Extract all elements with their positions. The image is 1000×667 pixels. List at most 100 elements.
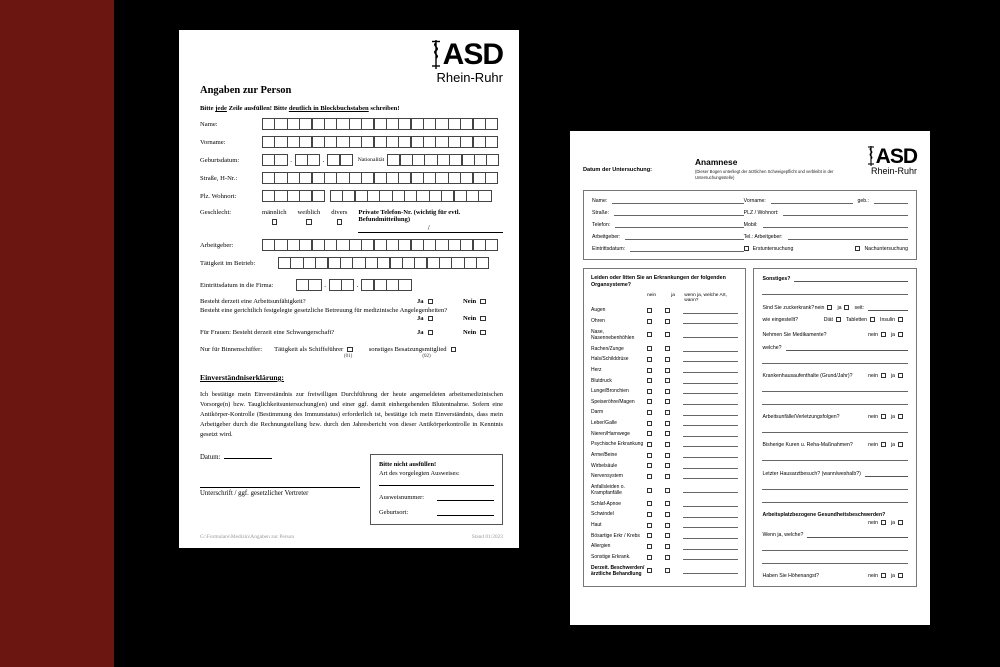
checkbox[interactable] [647, 388, 652, 394]
organ-system-row[interactable]: Bösartige Erkr / Krebs [591, 533, 739, 539]
date-input-line[interactable] [224, 457, 273, 459]
arbeitsplatz-input-line-3[interactable] [762, 557, 908, 564]
field-row-strasse[interactable]: Straße, H-Nr.: [200, 172, 503, 184]
checkbox-nein[interactable] [827, 305, 833, 311]
checkbox[interactable] [647, 378, 652, 384]
arbeitsplatz-input-line-2[interactable] [762, 544, 908, 551]
checkbox-nein[interactable] [480, 315, 486, 322]
field-row-plz-wohnort[interactable]: Plz. Wohnort: [200, 190, 503, 202]
checkbox[interactable] [743, 246, 749, 252]
checkbox[interactable] [647, 568, 652, 574]
checkbox[interactable] [665, 441, 670, 447]
checkbox-ja[interactable] [898, 332, 903, 338]
notice-row-geburtsort[interactable]: Geburtsort: [379, 508, 494, 516]
organ-checkbox-nein[interactable] [647, 501, 665, 507]
organ-checkbox-nein[interactable] [647, 487, 665, 493]
checkbox-ja[interactable] [898, 442, 903, 448]
checkbox-nein[interactable] [880, 414, 886, 420]
organ-detail-input[interactable] [683, 512, 739, 518]
strasse-input[interactable] [614, 209, 744, 216]
reha-input-line[interactable] [762, 454, 908, 461]
checkbox[interactable] [665, 463, 670, 469]
vorname-input[interactable] [770, 197, 854, 204]
organ-checkbox-nein[interactable] [647, 332, 665, 338]
checkbox-nein[interactable] [480, 298, 486, 305]
krankenhaus-input-line-1[interactable] [762, 385, 908, 392]
checkbox-ja[interactable] [427, 315, 434, 322]
gender-row[interactable]: Geschlecht: männlich weiblich divers Pri… [200, 209, 503, 233]
checkbox[interactable] [647, 420, 652, 426]
organ-detail-input[interactable] [683, 487, 739, 494]
field-row-vorname[interactable]: Vorname: [200, 136, 503, 148]
mobil-input[interactable] [762, 221, 908, 228]
organ-checkbox-ja[interactable] [665, 346, 683, 352]
question-arbeitsunfaelle[interactable]: Arbeitsunfälle/Verletzungsfolgen? nein j… [762, 414, 908, 420]
organ-checkbox-nein[interactable] [647, 473, 665, 479]
checkbox[interactable] [665, 568, 670, 574]
organ-detail-input[interactable] [683, 522, 739, 529]
checkbox[interactable] [647, 512, 652, 518]
organ-checkbox-nein[interactable] [647, 452, 665, 458]
taetigkeit-input-boxes[interactable] [278, 257, 490, 269]
checkbox-nein[interactable] [480, 329, 486, 336]
checkbox-diaet[interactable] [835, 317, 841, 323]
organ-system-row[interactable]: Nase, Nasennebenhöhlen [591, 329, 739, 342]
answer-ja[interactable]: Ja [417, 298, 463, 305]
organ-detail-input[interactable] [683, 463, 739, 469]
organ-checkbox-ja[interactable] [665, 420, 683, 426]
question-medikamente-welche[interactable]: welche? [762, 344, 908, 351]
question-diabetes[interactable]: Sind Sie zuckerkrank? nein ja seit: [762, 304, 908, 311]
organ-checkbox-nein[interactable] [647, 533, 665, 539]
organ-detail-input[interactable] [683, 356, 739, 363]
checkbox-nein[interactable] [880, 442, 886, 448]
organ-system-row[interactable]: Derzeit. Beschwerden/ ärztliche Behandlu… [591, 565, 739, 578]
organ-detail-input[interactable] [683, 410, 739, 416]
field-row-geburtsdatum[interactable]: Geburtsdatum: . . Nationalität [200, 154, 503, 166]
checkbox[interactable] [665, 473, 670, 479]
question-arbeitsunfaehigkeit[interactable]: Besteht derzeit eine Arbeitsunfähigkeit?… [200, 298, 503, 305]
organ-checkbox-nein[interactable] [647, 431, 665, 437]
organ-system-row[interactable]: Herz [591, 367, 739, 373]
checkbox[interactable] [665, 318, 670, 324]
eintrittsdatum-input[interactable] [630, 245, 744, 252]
checkbox[interactable] [647, 473, 652, 479]
answer-nein[interactable]: Nein [463, 329, 503, 336]
checkbox-nein[interactable] [880, 520, 886, 526]
checkbox[interactable] [665, 512, 670, 518]
organ-checkbox-ja[interactable] [665, 544, 683, 549]
organ-checkbox-nein[interactable] [647, 441, 665, 447]
checkbox[interactable] [665, 388, 670, 394]
checkbox-nein[interactable] [880, 332, 886, 338]
organ-system-row[interactable]: Leber/Galle [591, 420, 739, 427]
organ-detail-input[interactable] [683, 568, 739, 574]
checkbox[interactable] [647, 399, 652, 405]
row-input-line[interactable] [437, 508, 494, 516]
organ-checkbox-ja[interactable] [665, 399, 683, 405]
document-page-angaben-zur-person[interactable]: ASD Rhein-Ruhr Angaben zur Person Bitte … [179, 30, 519, 548]
organ-detail-input[interactable] [683, 431, 739, 437]
answer-nein[interactable]: Nein [463, 298, 503, 305]
organ-checkbox-nein[interactable] [647, 388, 665, 394]
checkbox[interactable] [665, 431, 670, 437]
organ-system-row[interactable]: Allergien [591, 543, 739, 550]
plz-wohnort-input[interactable] [783, 209, 908, 216]
organ-checkbox-ja[interactable] [665, 441, 683, 447]
checkbox-divers[interactable] [336, 219, 343, 225]
answer-nein[interactable]: Nein [463, 315, 503, 322]
organ-checkbox-ja[interactable] [665, 522, 683, 528]
field-row-taetigkeit[interactable]: Tätigkeit im Betrieb: [200, 257, 503, 269]
checkbox-ja[interactable] [898, 373, 903, 379]
checkbox[interactable] [665, 308, 670, 314]
checkbox[interactable] [665, 367, 670, 373]
krankenhaus-input-line-2[interactable] [762, 398, 908, 405]
organ-checkbox-ja[interactable] [665, 568, 683, 574]
checkbox-ja[interactable] [898, 520, 903, 526]
question-hoehenangst[interactable]: Haben Sie Höhenangst? nein ja [762, 573, 908, 579]
checkbox[interactable] [647, 410, 652, 416]
organ-checkbox-nein[interactable] [647, 367, 665, 373]
organ-system-row[interactable]: Arme/Beine [591, 452, 739, 459]
arbeitsplatz-input[interactable] [807, 531, 908, 538]
organ-detail-input[interactable] [683, 388, 739, 395]
checkbox[interactable] [647, 308, 652, 314]
organ-checkbox-ja[interactable] [665, 388, 683, 394]
